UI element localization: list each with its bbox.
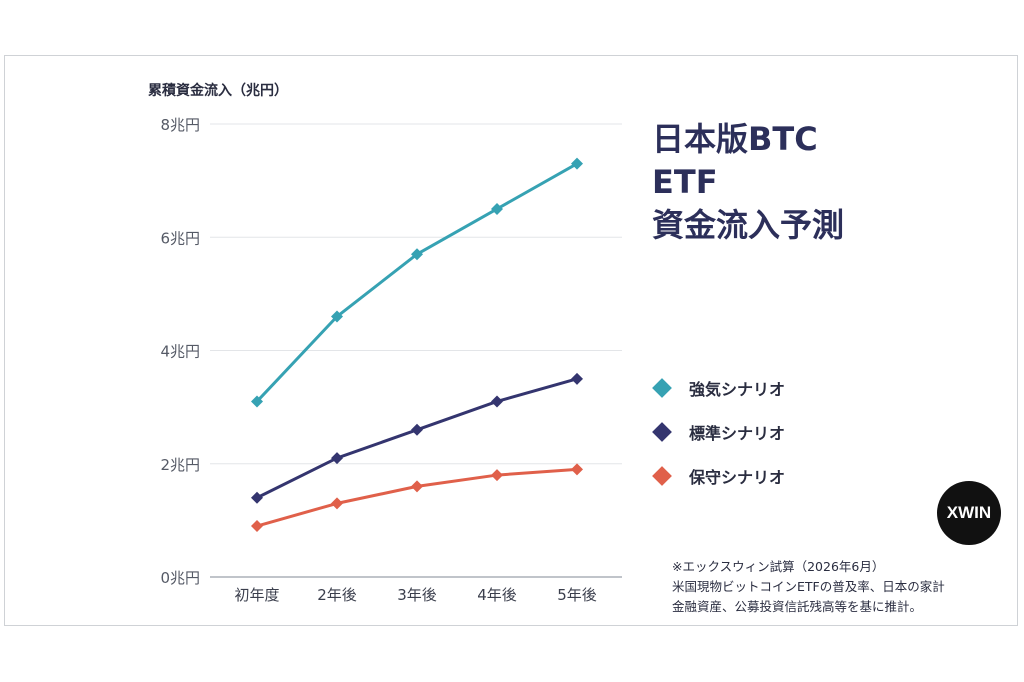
data-point-0-2	[411, 248, 423, 261]
series-line-1	[256, 377, 578, 500]
legend-label: 保守シナリオ	[689, 468, 786, 487]
x-tick-label: 2年後	[317, 586, 357, 604]
chart-title-line-3: 資金流入予測	[652, 206, 845, 244]
source-note: ※エックスウィン試算（2026年6月） 米国現物ビットコインETFの普及率、日本…	[672, 557, 945, 617]
legend-item-standard: 標準シナリオ	[652, 410, 785, 454]
legend-label: 強気シナリオ	[689, 380, 786, 399]
xwin-logo-badge: XWIN	[937, 481, 1001, 545]
chart-title-line-2: ETF	[652, 163, 718, 201]
x-tick-label: 3年後	[397, 586, 437, 604]
legend-item-bullish: 強気シナリオ	[652, 366, 785, 410]
data-point-2-3	[491, 469, 503, 482]
data-point-2-1	[331, 497, 343, 510]
y-tick-label: 8兆円	[160, 116, 200, 134]
series-line-0	[255, 162, 578, 403]
chart-frame	[4, 55, 1018, 626]
diamond-marker-icon	[652, 466, 672, 486]
y-axis-label: 累積資金流入（兆円）	[148, 83, 288, 99]
legend-item-conservative: 保守シナリオ	[652, 454, 785, 498]
data-point-2-0	[251, 520, 263, 533]
data-point-1-1	[331, 452, 343, 465]
diamond-marker-icon	[652, 422, 672, 442]
y-tick-label: 2兆円	[160, 456, 200, 474]
chart-title-line-1: 日本版BTC	[652, 120, 818, 158]
legend-label: 標準シナリオ	[689, 424, 786, 443]
data-point-0-3	[491, 202, 503, 215]
source-note-line-1: ※エックスウィン試算（2026年6月）	[672, 559, 885, 574]
source-note-line-3: 金融資産、公募投資信託残高等を基に推計。	[672, 599, 923, 614]
data-point-2-2	[411, 480, 423, 493]
data-point-1-2	[411, 423, 423, 436]
x-tick-label: 4年後	[477, 586, 517, 604]
diamond-marker-icon	[652, 378, 672, 398]
series-line-2	[256, 467, 578, 528]
x-tick-label: 5年後	[557, 586, 597, 604]
data-point-1-3	[491, 395, 503, 408]
data-point-0-1	[331, 310, 343, 323]
y-tick-label: 0兆円	[160, 569, 200, 587]
x-tick-label: 初年度	[234, 586, 279, 604]
y-tick-label: 4兆円	[160, 343, 200, 361]
chart-title: 日本版BTC ETF 資金流入予測	[652, 118, 844, 247]
y-tick-label: 6兆円	[160, 229, 200, 247]
source-note-line-2: 米国現物ビットコインETFの普及率、日本の家計	[672, 579, 945, 594]
legend: 強気シナリオ 標準シナリオ 保守シナリオ	[652, 366, 785, 498]
data-point-1-0	[251, 491, 263, 504]
data-point-0-4	[571, 157, 583, 170]
data-point-1-4	[571, 372, 583, 385]
data-point-2-4	[571, 463, 583, 476]
data-point-0-0	[251, 395, 263, 408]
